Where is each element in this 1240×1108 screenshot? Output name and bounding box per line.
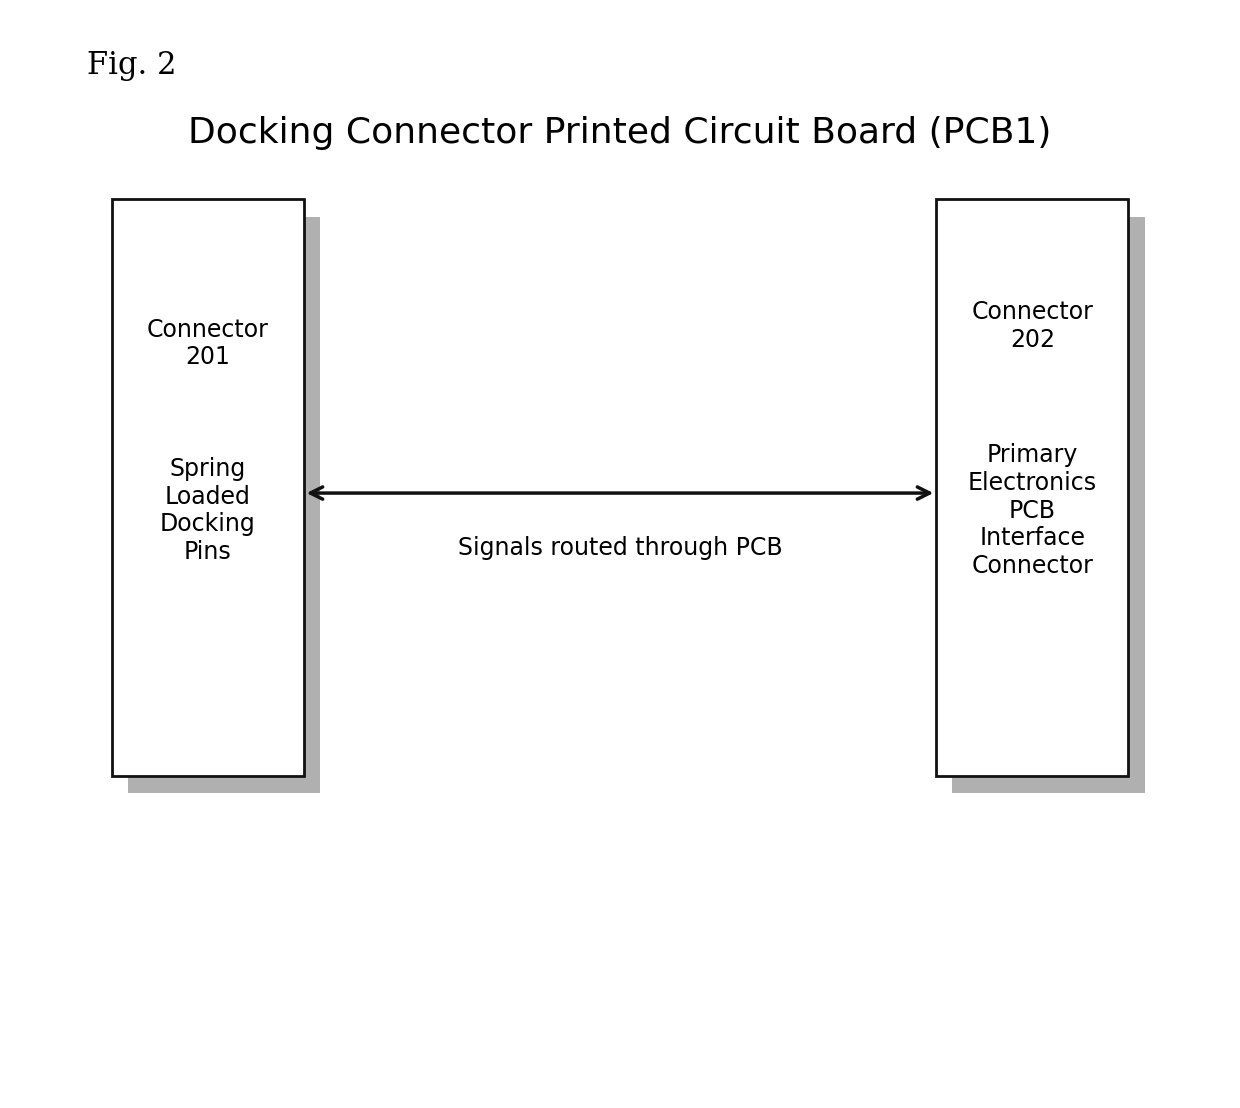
Text: Signals routed through PCB: Signals routed through PCB [458,536,782,561]
Bar [128,217,320,793]
Text: Docking Connector Printed Circuit Board (PCB1): Docking Connector Printed Circuit Board … [188,116,1052,151]
Text: Fig. 2: Fig. 2 [87,50,176,81]
Text: Connector
201: Connector 201 [146,318,269,369]
Bar [112,199,304,776]
Bar [952,217,1145,793]
Text: Spring
Loaded
Docking
Pins: Spring Loaded Docking Pins [160,456,255,564]
FancyArrowPatch shape [310,486,930,500]
Text: Primary
Electronics
PCB
Interface
Connector: Primary Electronics PCB Interface Connec… [967,443,1097,578]
Bar [936,199,1128,776]
Text: Connector
202: Connector 202 [971,300,1094,352]
